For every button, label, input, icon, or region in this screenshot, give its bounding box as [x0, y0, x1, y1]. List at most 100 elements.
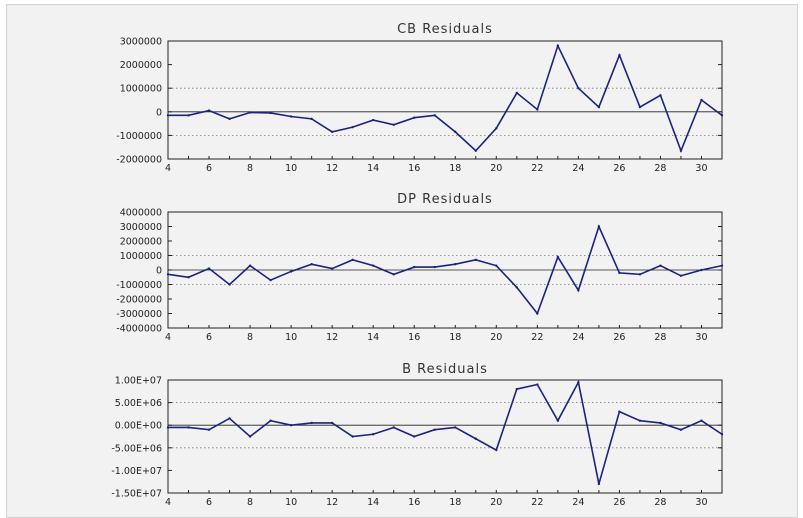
b-data-point: [310, 421, 313, 425]
b-data-point: [289, 424, 293, 427]
b-xtick-label: 18: [449, 497, 461, 508]
cb-residuals-line: [168, 43, 723, 153]
cb-data-point: [351, 125, 354, 129]
b-data-point: [495, 448, 498, 452]
cb-data-point: [330, 130, 334, 134]
cb-ytick-label: 3000000: [120, 37, 162, 48]
b-data-point: [187, 426, 190, 429]
b-data-point: [433, 428, 436, 431]
cb-data-point: [187, 114, 190, 117]
b-ytick-label: 0.00E+00: [115, 421, 162, 432]
b-xtick-label: 20: [490, 497, 502, 508]
cb-xtick-label: 6: [206, 163, 212, 174]
dp-ytick-label: 1000000: [120, 251, 162, 262]
cb-data-point: [577, 87, 580, 90]
b-plot-frame: [167, 379, 723, 494]
cb-data-point: [556, 44, 560, 47]
cb-xtick-label: 8: [247, 163, 253, 174]
b-data-point: [515, 387, 519, 391]
b-ytick-label: -5.00E+06: [111, 443, 162, 454]
dp-data-point: [207, 267, 211, 270]
b-data-point: [269, 419, 272, 422]
dp-data-point: [577, 289, 580, 292]
dp-data-point: [248, 264, 252, 267]
b-data-point: [413, 435, 416, 438]
b-ytick-label: -1.00E+07: [111, 466, 162, 477]
b-data-point: [679, 428, 683, 431]
dp-data-point: [330, 267, 334, 270]
dp-xtick-label: 4: [165, 332, 171, 343]
cb-data-point: [248, 111, 252, 114]
cb-xtick-label: 16: [408, 163, 420, 174]
b-data-point: [720, 433, 724, 436]
dp-data-point: [187, 276, 190, 279]
dp-xtick-label: 12: [326, 332, 338, 343]
dp-xtick-label: 20: [490, 332, 502, 343]
cb-data-point: [515, 91, 519, 95]
cb-ytick-label: -2000000: [116, 155, 162, 166]
dp-panel-title: DP Residuals: [397, 192, 493, 207]
dp-ytick-label: -2000000: [116, 295, 162, 306]
b-data-point: [597, 482, 601, 486]
cb-xtick-label: 22: [531, 163, 543, 174]
b-data-point: [248, 435, 252, 438]
cb-data-point: [597, 105, 601, 109]
b-ytick-label: 5.00E+06: [115, 398, 162, 409]
cb-data-point: [495, 127, 498, 130]
b-xtick-label: 22: [531, 497, 543, 508]
dp-xtick-label: 10: [285, 332, 297, 343]
dp-ytick-label: 4000000: [120, 208, 162, 219]
cb-xtick-label: 28: [654, 163, 666, 174]
cb-data-point: [638, 105, 642, 109]
cb-data-point: [454, 130, 457, 134]
dp-data-point: [228, 283, 231, 286]
b-xtick-label: 30: [695, 497, 707, 508]
dp-ytick-label: -1000000: [116, 280, 162, 291]
cb-data-point: [310, 117, 313, 121]
b-xtick-label: 28: [654, 497, 666, 508]
cb-data-point: [659, 94, 662, 97]
b-ytick-label: -1.50E+07: [111, 489, 162, 500]
b-data-point: [577, 381, 580, 384]
cb-ytick-label: 2000000: [120, 60, 162, 71]
cb-xtick-label: 12: [326, 163, 338, 174]
cb-plot-frame: [167, 40, 723, 160]
cb-data-point: [474, 149, 477, 152]
dp-data-point: [659, 264, 662, 267]
cb-xtick-label: 26: [613, 163, 625, 174]
dp-xtick-label: 28: [654, 332, 666, 343]
b-data-point: [330, 421, 334, 425]
cb-ytick-label: 1000000: [120, 84, 162, 95]
dp-xtick-label: 18: [449, 332, 461, 343]
dp-xtick-label: 6: [206, 332, 212, 343]
cb-xtick-label: 20: [490, 163, 502, 174]
b-data-point: [618, 410, 621, 413]
b-data-point: [638, 419, 642, 422]
b-xtick-label: 24: [572, 497, 584, 508]
cb-data-point: [289, 115, 293, 118]
cb-data-point: [720, 114, 724, 117]
cb-xtick-label: 4: [165, 163, 171, 174]
dp-ytick-label: 0: [156, 266, 162, 277]
b-data-point: [536, 383, 539, 386]
dp-data-point: [371, 264, 375, 267]
dp-ytick-label: -4000000: [116, 324, 162, 335]
cb-data-point: [228, 117, 231, 121]
dp-data-point: [433, 265, 436, 269]
cb-xtick-label: 18: [449, 163, 461, 174]
dp-data-point: [597, 225, 601, 228]
cb-xtick-label: 14: [367, 163, 379, 174]
b-ytick-label: 1.00E+07: [115, 376, 162, 387]
dp-xtick-label: 14: [367, 332, 379, 343]
dp-data-point: [515, 286, 519, 289]
dp-data-point: [536, 312, 539, 315]
dp-data-point: [618, 271, 621, 275]
dp-data-point: [454, 263, 457, 266]
cb-data-point: [618, 53, 621, 57]
dp-xtick-label: 16: [408, 332, 420, 343]
cb-data-point: [207, 109, 211, 112]
b-data-point: [454, 426, 457, 429]
cb-data-point: [433, 114, 436, 117]
